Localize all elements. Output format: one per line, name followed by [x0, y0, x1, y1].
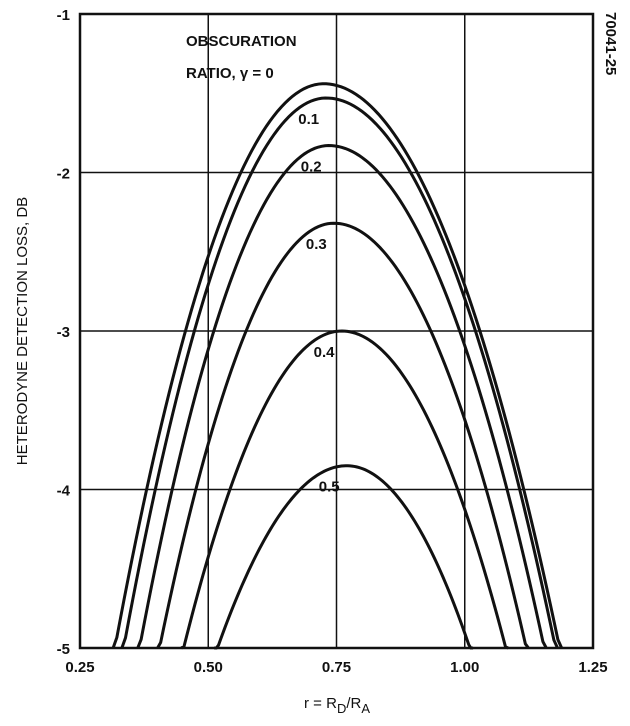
series-line-0.2 — [136, 144, 548, 649]
x-tick-label: 0.75 — [322, 659, 351, 676]
x-axis-label-mid: /R — [346, 695, 361, 712]
curve-label-0.4: 0.4 — [314, 344, 336, 361]
x-tick-label: 0.50 — [194, 659, 223, 676]
curve-layer — [111, 82, 564, 650]
legend-title-line2: RATIO, γ = 0 — [186, 65, 274, 82]
y-tick-label: -2 — [57, 166, 70, 183]
x-tick-label: 1.25 — [578, 659, 607, 676]
x-tick-label: 1.00 — [450, 659, 479, 676]
y-tick-label: -4 — [57, 483, 71, 500]
x-axis-label-sub2: A — [361, 701, 370, 716]
series-line-0.1 — [120, 96, 559, 649]
y-tick-label: -1 — [57, 7, 70, 24]
tick-layer: 0.25 0.50 0.75 1.00 1.25 -1 -2 -3 -4 -5 — [57, 7, 608, 676]
y-tick-label: -5 — [57, 641, 70, 658]
series-line-0.4 — [180, 329, 509, 650]
curve-label-0.3: 0.3 — [306, 236, 327, 253]
x-axis-label-sub1: D — [337, 701, 346, 716]
curve-label-0.1: 0.1 — [298, 111, 319, 128]
figure-id: 70041-25 — [602, 12, 619, 75]
y-axis-label: HETERODYNE DETECTION LOSS, DB — [14, 197, 31, 465]
series-line-0 — [111, 82, 564, 649]
plot-frame — [78, 12, 595, 650]
series-line-0.5 — [214, 464, 474, 650]
curve-label-0.5: 0.5 — [319, 479, 340, 496]
x-axis-label: r = RD/RA — [304, 695, 370, 716]
curve-label-layer: 0.1 0.2 0.3 0.4 0.5 — [298, 111, 339, 496]
series-line-0.3 — [156, 221, 530, 649]
x-axis-label-main: r = R — [304, 695, 337, 712]
x-tick-label: 0.25 — [65, 659, 94, 676]
curve-label-0.2: 0.2 — [301, 159, 322, 176]
legend-title-line1: OBSCURATION — [186, 33, 297, 50]
y-tick-label: -3 — [57, 324, 70, 341]
